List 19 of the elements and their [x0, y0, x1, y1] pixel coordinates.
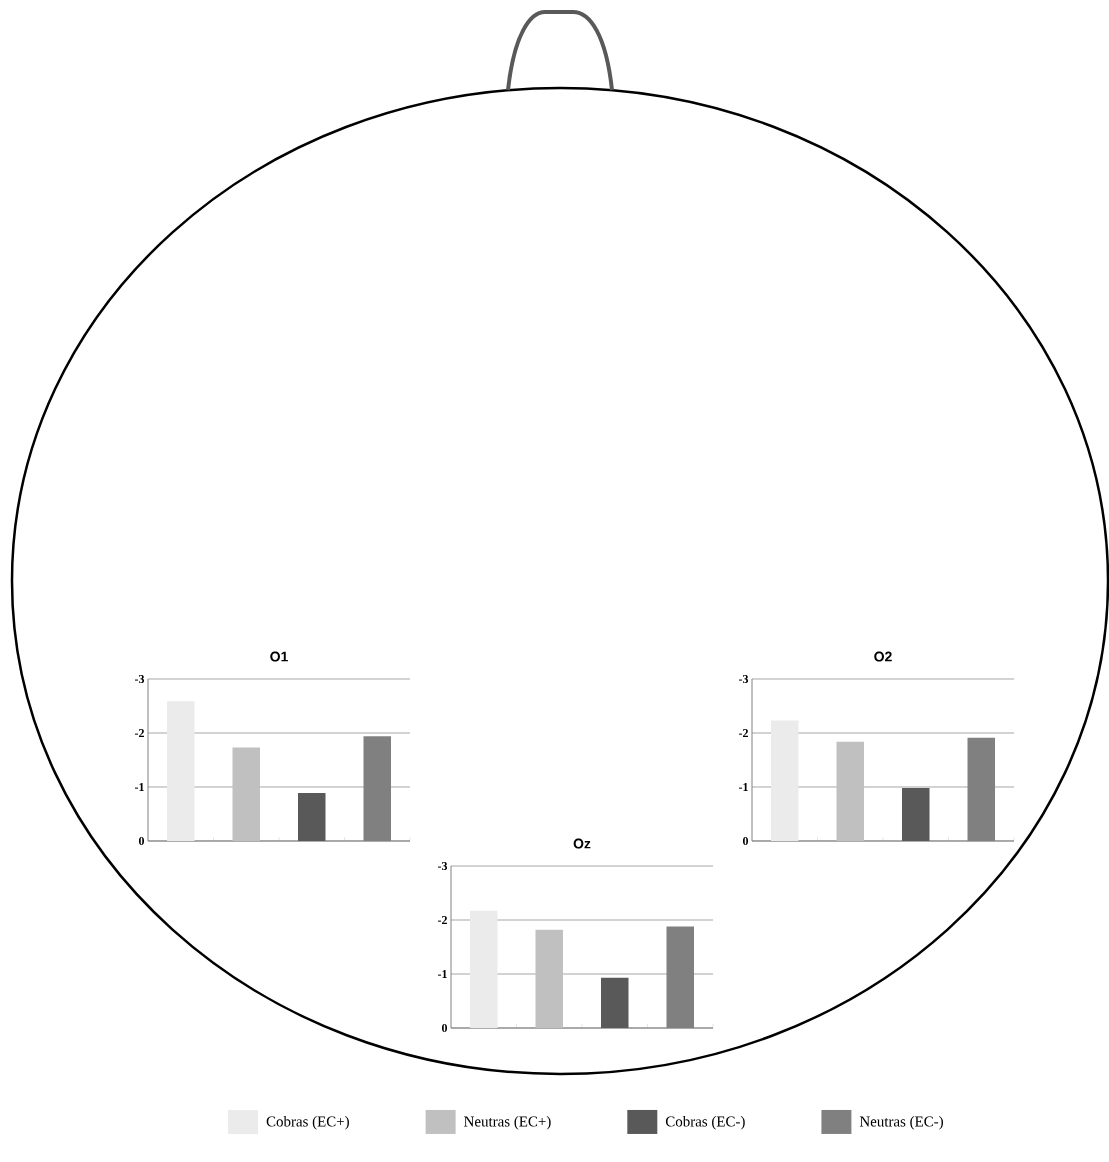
legend-label: Cobras (EC-) — [665, 1116, 745, 1130]
y-tick-label: 0 — [138, 836, 145, 846]
legend-label: Neutras (EC-) — [859, 1116, 943, 1130]
chart-title: O1 — [270, 651, 288, 662]
y-tick-label: -1 — [437, 970, 447, 978]
y-tick-label: -3 — [437, 861, 448, 871]
y-tick-label: -3 — [134, 674, 145, 683]
y-tick-label: -2 — [437, 916, 447, 924]
y-tick-label: -1 — [738, 783, 748, 791]
chart-title: O2 — [874, 651, 892, 662]
y-tick-label: -1 — [134, 783, 144, 791]
legend-label: Neutras (EC+) — [464, 1116, 551, 1130]
y-tick-label: -2 — [738, 729, 748, 737]
y-tick-label: 0 — [742, 836, 749, 846]
legend-label: Cobras (EC+) — [266, 1116, 349, 1130]
chart-title: Oz — [573, 838, 591, 849]
y-tick-label: -2 — [134, 729, 144, 737]
y-tick-label: -3 — [738, 674, 749, 683]
y-tick-label: 0 — [441, 1023, 448, 1033]
